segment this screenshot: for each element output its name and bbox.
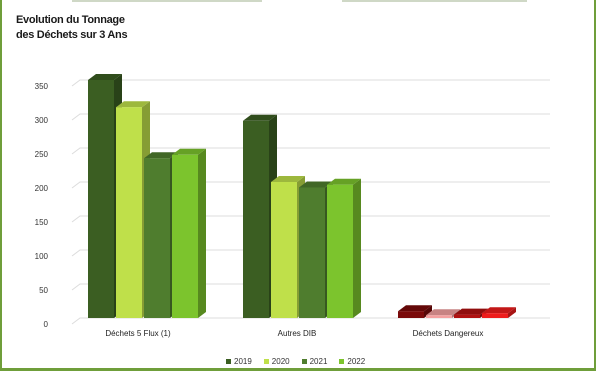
bar-top <box>116 101 150 108</box>
gridline <box>71 113 550 121</box>
bar-front <box>426 315 452 318</box>
legend-label: 2019 <box>234 356 252 366</box>
bar-top <box>88 74 122 80</box>
gridline <box>71 147 550 155</box>
x-category-label: Déchets Dangereux <box>413 329 484 338</box>
bar <box>327 178 361 318</box>
chart-title: Evolution du Tonnage des Déchets sur 3 A… <box>16 14 128 41</box>
y-axis-ticks: 0 50 100 150 200 250 300 350 <box>35 82 49 329</box>
bar-front <box>243 120 269 318</box>
y-tick-label: 150 <box>35 218 49 227</box>
bar-top <box>426 309 460 316</box>
bar-top <box>144 152 178 159</box>
legend-swatch <box>226 358 231 364</box>
bar-front <box>116 107 142 318</box>
bar-top <box>243 114 277 121</box>
gridline <box>71 215 550 223</box>
gridlines <box>71 79 550 325</box>
bars <box>88 74 516 318</box>
gridline <box>71 317 550 325</box>
legend-item: 2021 <box>301 356 328 366</box>
x-category-label: Autres DIB <box>278 329 317 338</box>
legend: 2019 2020 2021 2022 <box>226 355 365 367</box>
gridline <box>71 79 550 87</box>
y-tick-label: 0 <box>44 320 49 329</box>
y-tick-label: 100 <box>35 252 49 261</box>
bar-top <box>172 148 206 155</box>
bar-side <box>424 305 432 318</box>
x-category-label: Déchets 5 Flux (1) <box>105 329 171 338</box>
bar <box>482 307 516 318</box>
bar-top <box>482 307 516 314</box>
bar-top <box>271 176 305 182</box>
bar-front <box>299 187 325 318</box>
bar-front <box>172 154 198 318</box>
top-divider <box>72 0 262 2</box>
bar <box>398 305 432 318</box>
y-tick-label: 350 <box>35 82 49 91</box>
legend-swatch <box>263 358 269 364</box>
bar-side <box>508 307 516 318</box>
legend-item: 2022 <box>339 357 365 366</box>
legend-swatch <box>301 358 307 364</box>
gridline <box>71 181 550 189</box>
bar-front <box>398 311 424 318</box>
bar-side <box>353 178 361 318</box>
legend-label: 2022 <box>347 356 366 366</box>
bar <box>172 148 206 318</box>
y-tick-label: 300 <box>35 116 49 125</box>
bar-top <box>299 181 333 188</box>
bar-front <box>327 184 353 318</box>
bar-front <box>271 182 297 318</box>
legend-label: 2021 <box>309 356 328 366</box>
legend-item: 2019 <box>226 357 252 366</box>
legend-item: 2020 <box>263 356 290 366</box>
bar-front <box>454 314 480 318</box>
y-tick-label: 250 <box>35 150 49 159</box>
bar-front <box>482 313 508 318</box>
legend-label: 2020 <box>271 356 290 366</box>
bar-top <box>398 305 432 312</box>
gridline <box>71 283 550 291</box>
legend-swatch <box>339 358 345 364</box>
gridline <box>71 249 550 257</box>
bar-side <box>198 148 206 318</box>
x-axis-labels: Déchets 5 Flux (1) Autres DIB Déchets Dang… <box>105 329 483 338</box>
y-tick-label: 50 <box>39 286 48 295</box>
bar-top <box>327 178 361 185</box>
bar-top <box>454 308 488 315</box>
bar-front <box>88 80 114 318</box>
bar-front <box>144 158 170 318</box>
top-divider <box>342 0 527 2</box>
y-tick-label: 200 <box>35 184 49 193</box>
